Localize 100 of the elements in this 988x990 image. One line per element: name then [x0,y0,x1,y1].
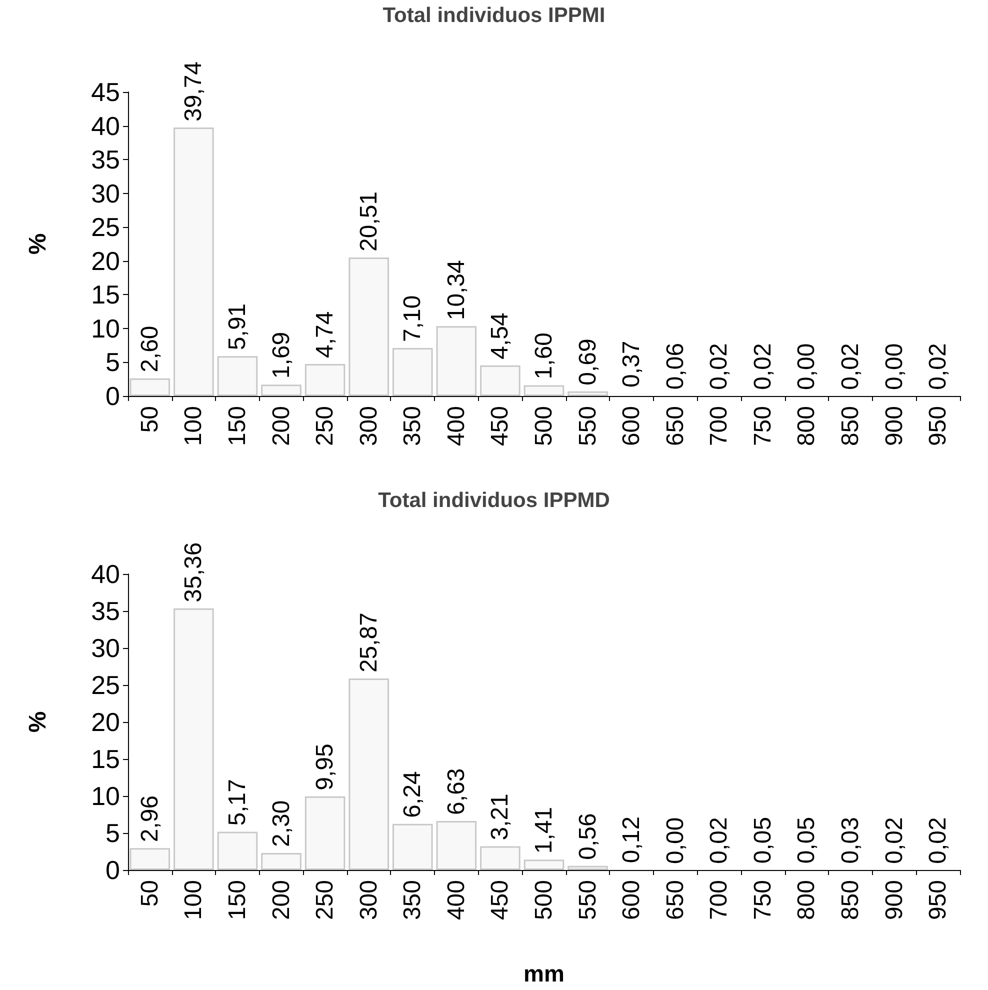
y-tick-label: 30 [91,178,120,208]
data-label: 2,96 [136,795,164,842]
x-tick-label: 350 [399,406,426,446]
data-label: 2,60 [136,326,164,372]
data-label: 0,56 [574,813,602,860]
data-label: 0,02 [924,817,952,864]
x-tick-label: 450 [486,880,514,920]
bar [480,846,520,870]
y-tick-label: 15 [91,280,120,310]
bar [174,608,214,870]
chart-title: Total individuos IPPMD [378,489,610,512]
x-tick-label: 300 [355,406,382,446]
bar [524,385,564,396]
bar [436,820,477,870]
bar [304,796,346,870]
y-tick-label: 25 [91,670,120,700]
y-tick-label: 5 [106,818,120,848]
data-label: 0,02 [749,343,776,390]
x-tick-label: 350 [399,880,426,920]
x-tick-label: 500 [530,880,558,920]
bar [217,832,258,870]
x-tick-label: 700 [706,880,733,920]
data-label: 1,69 [268,332,295,379]
bar [304,364,346,396]
data-label: 6,24 [399,771,426,818]
data-label: 0,02 [924,343,952,390]
x-tick-label: 750 [749,406,776,446]
data-label: 0,02 [837,343,864,390]
bar [261,384,302,396]
x-tick-label: 300 [355,880,382,920]
x-tick-label: 100 [180,406,208,446]
data-label: 6,63 [442,768,470,815]
data-label: 5,17 [224,779,251,826]
x-tick-label: 800 [793,406,820,446]
bar [348,257,389,396]
data-label: 0,05 [793,816,820,864]
data-label: 1,41 [530,806,558,854]
bar [436,326,477,396]
x-tick-label: 400 [442,880,470,920]
data-label: 35,36 [180,542,208,602]
data-label: 0,05 [749,816,776,864]
bar [392,824,433,870]
bar [392,348,433,396]
data-label: 20,51 [355,191,382,252]
data-label: 39,74 [180,61,208,122]
y-tick-label: 40 [91,559,120,589]
bar [174,128,214,396]
x-tick-label: 500 [530,406,558,446]
x-tick-label: 250 [312,880,339,920]
x-tick-label: 250 [312,406,339,446]
y-tick-label: 15 [91,744,120,774]
y-tick-label: 0 [106,381,120,411]
data-label: 0,69 [574,338,602,386]
x-tick-label: 650 [662,406,689,446]
y-tick-label: 25 [91,212,120,242]
x-tick-label: 700 [706,406,733,446]
x-axis-title: mm [524,960,564,986]
bar [130,848,170,870]
y-tick-label: 35 [91,596,120,626]
data-label: 0,37 [618,340,646,388]
data-label: 0,06 [662,342,689,390]
x-tick-label: 900 [880,406,908,446]
y-tick-label: 0 [106,855,120,885]
y-axis-title: % [24,233,52,255]
y-tick-label: 5 [106,347,120,378]
y-tick-label: 30 [91,633,120,663]
bar [217,356,258,396]
data-label: 0,02 [706,817,733,864]
data-label: 7,10 [399,295,426,342]
data-label: 0,12 [618,816,646,864]
y-tick-label: 35 [91,144,120,175]
x-tick-label: 50 [136,406,164,433]
data-label: 0,02 [706,343,733,390]
x-tick-label: 50 [136,880,164,907]
y-tick-label: 40 [91,110,120,141]
data-label: 0,00 [793,343,820,390]
x-tick-label: 750 [749,880,776,920]
x-tick-label: 400 [442,406,470,446]
data-label: 1,60 [530,332,558,380]
x-tick-label: 850 [837,406,864,446]
bar [524,860,564,870]
x-tick-label: 200 [268,880,295,920]
x-tick-label: 600 [618,406,646,446]
data-label: 5,91 [224,303,251,350]
x-tick-label: 600 [618,880,646,920]
data-label: 9,95 [312,744,339,790]
y-tick-label: 20 [91,246,120,276]
data-label: 4,74 [312,311,339,358]
x-tick-label: 100 [180,880,208,920]
data-label: 0,00 [880,343,908,390]
x-tick-label: 850 [837,880,864,920]
data-label: 10,34 [442,260,470,320]
data-label: 0,03 [837,817,864,864]
x-tick-label: 200 [268,406,295,446]
bar [130,378,170,396]
data-label: 2,30 [268,800,295,847]
x-tick-label: 650 [662,880,689,920]
bar [568,391,608,396]
bar [261,852,302,870]
y-tick-label: 10 [91,781,120,811]
